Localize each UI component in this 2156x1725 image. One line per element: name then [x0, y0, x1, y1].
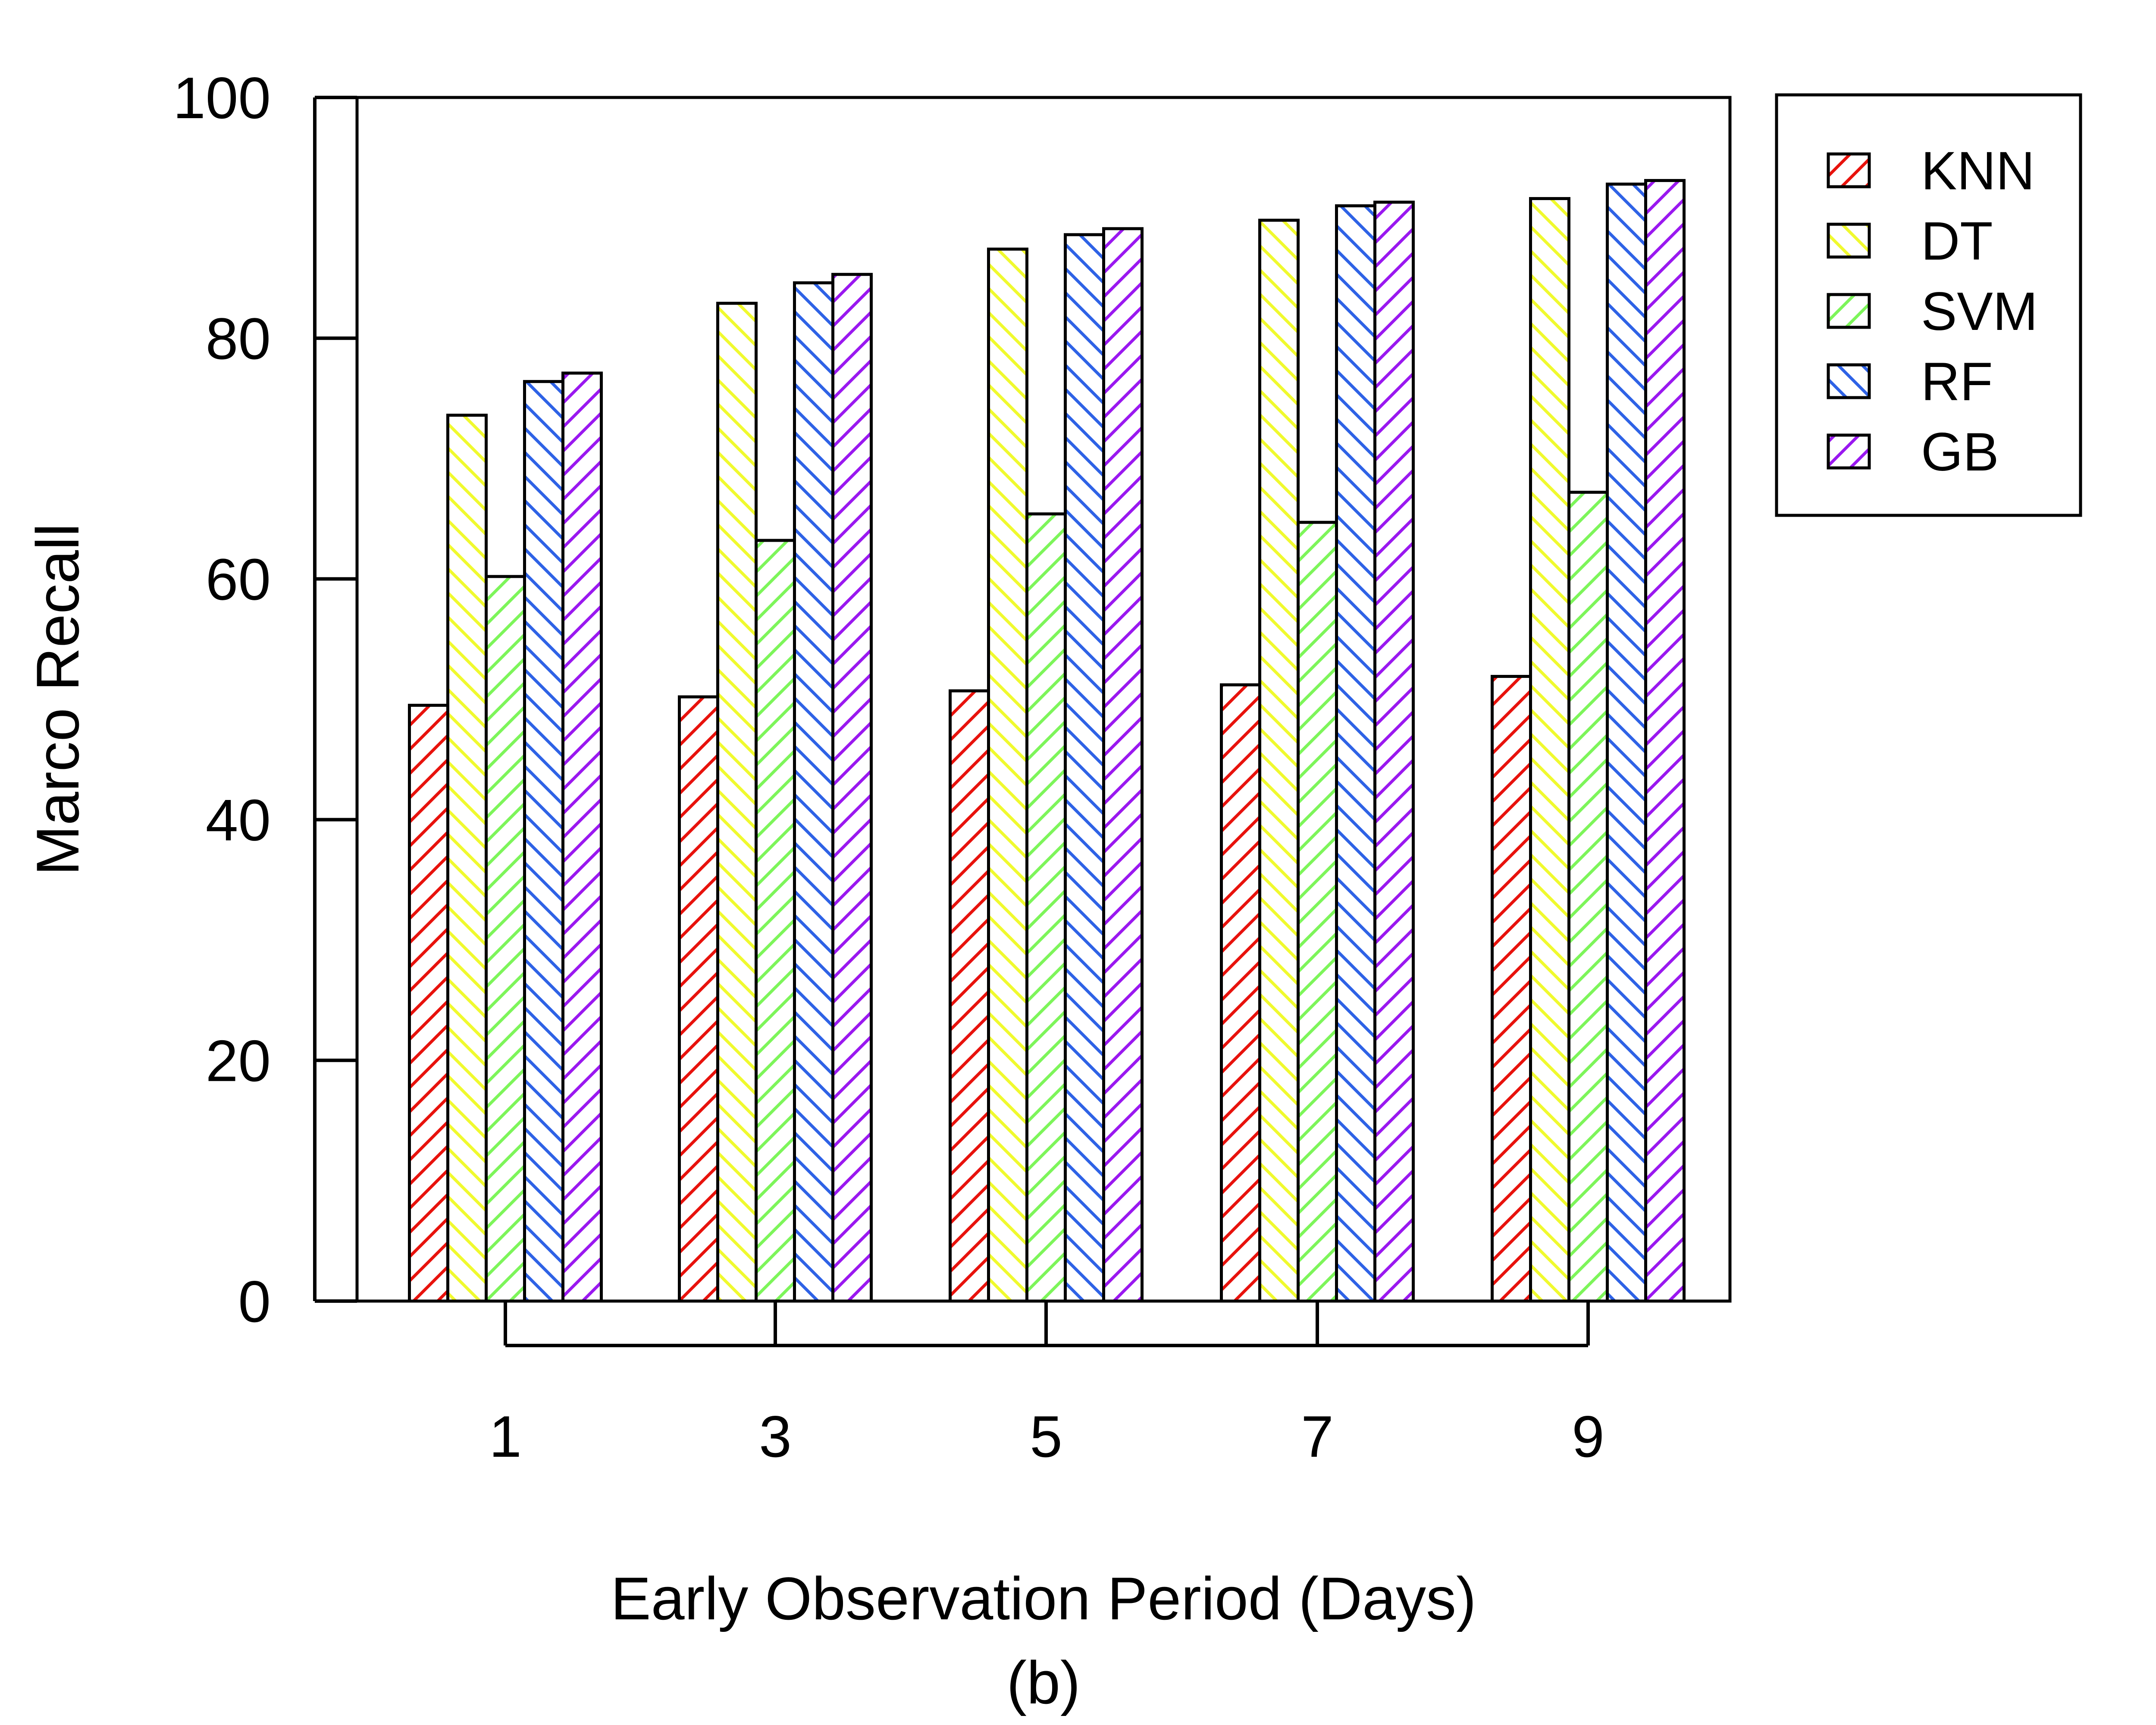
figure-caption: (b)	[1006, 1649, 1080, 1716]
bar-rf-day-9	[1606, 182, 1647, 1303]
x-axis-title: Early Observation Period (Days)	[611, 1565, 1476, 1632]
bar-svm-day-1	[485, 575, 526, 1303]
x-tick-label: 7	[1301, 1404, 1334, 1469]
y-tick-label: 0	[238, 1269, 271, 1334]
legend-label-gb: GB	[1921, 422, 1999, 482]
bar-group	[408, 179, 1686, 1303]
bar-knn-day-1	[408, 703, 449, 1303]
bar-svm-day-7	[1297, 521, 1338, 1303]
legend-swatch-gb	[1827, 433, 1871, 470]
legend: KNN DT SVM RF GB	[1775, 93, 2082, 517]
legend-swatch-rf	[1827, 363, 1871, 399]
legend-swatch-svm	[1827, 293, 1871, 329]
x-tick-label: 5	[1030, 1404, 1062, 1469]
y-tick-label: 80	[206, 306, 271, 371]
bar-dt-day-7	[1258, 219, 1300, 1303]
bar-gb-day-3	[831, 273, 873, 1303]
y-tick-label: 60	[206, 546, 271, 612]
x-axis: 1 3 5 7 9	[489, 1301, 1604, 1469]
bar-rf-day-3	[793, 281, 834, 1303]
bar-svm-day-3	[755, 539, 796, 1303]
bar-dt-day-1	[446, 414, 488, 1303]
bar-knn-day-5	[949, 689, 990, 1303]
x-tick-label: 3	[759, 1404, 792, 1469]
bar-rf-day-5	[1064, 233, 1105, 1303]
legend-box	[1775, 93, 2082, 517]
y-tick-label: 20	[206, 1028, 271, 1094]
bar-rf-day-7	[1335, 204, 1376, 1303]
y-axis-title: Marco Recall	[24, 524, 91, 876]
bar-svm-day-9	[1567, 490, 1609, 1303]
bar-svm-day-5	[1025, 512, 1067, 1303]
y-tick-label: 100	[173, 65, 271, 131]
legend-label-svm: SVM	[1921, 282, 2038, 342]
bar-gb-day-7	[1373, 201, 1415, 1303]
bar-gb-day-5	[1102, 227, 1144, 1303]
bar-dt-day-5	[987, 248, 1028, 1303]
bar-dt-day-9	[1529, 197, 1570, 1303]
bar-gb-day-9	[1644, 179, 1686, 1303]
legend-label-dt: DT	[1921, 211, 1993, 271]
legend-swatch-knn	[1827, 152, 1871, 188]
x-tick-label: 9	[1572, 1404, 1604, 1469]
bar-knn-day-9	[1491, 674, 1532, 1303]
bar-dt-day-3	[716, 301, 758, 1303]
y-tick-label: 40	[206, 787, 271, 853]
bar-gb-day-1	[561, 371, 603, 1303]
y-axis: 0 20 40 60 80 100	[173, 65, 357, 1334]
legend-label-knn: KNN	[1921, 141, 2035, 201]
bar-knn-day-7	[1220, 683, 1261, 1303]
legend-swatch-dt	[1827, 223, 1871, 259]
bar-rf-day-1	[523, 380, 564, 1303]
bar-knn-day-3	[678, 695, 719, 1303]
x-tick-label: 1	[489, 1404, 522, 1469]
legend-label-rf: RF	[1921, 352, 1993, 412]
